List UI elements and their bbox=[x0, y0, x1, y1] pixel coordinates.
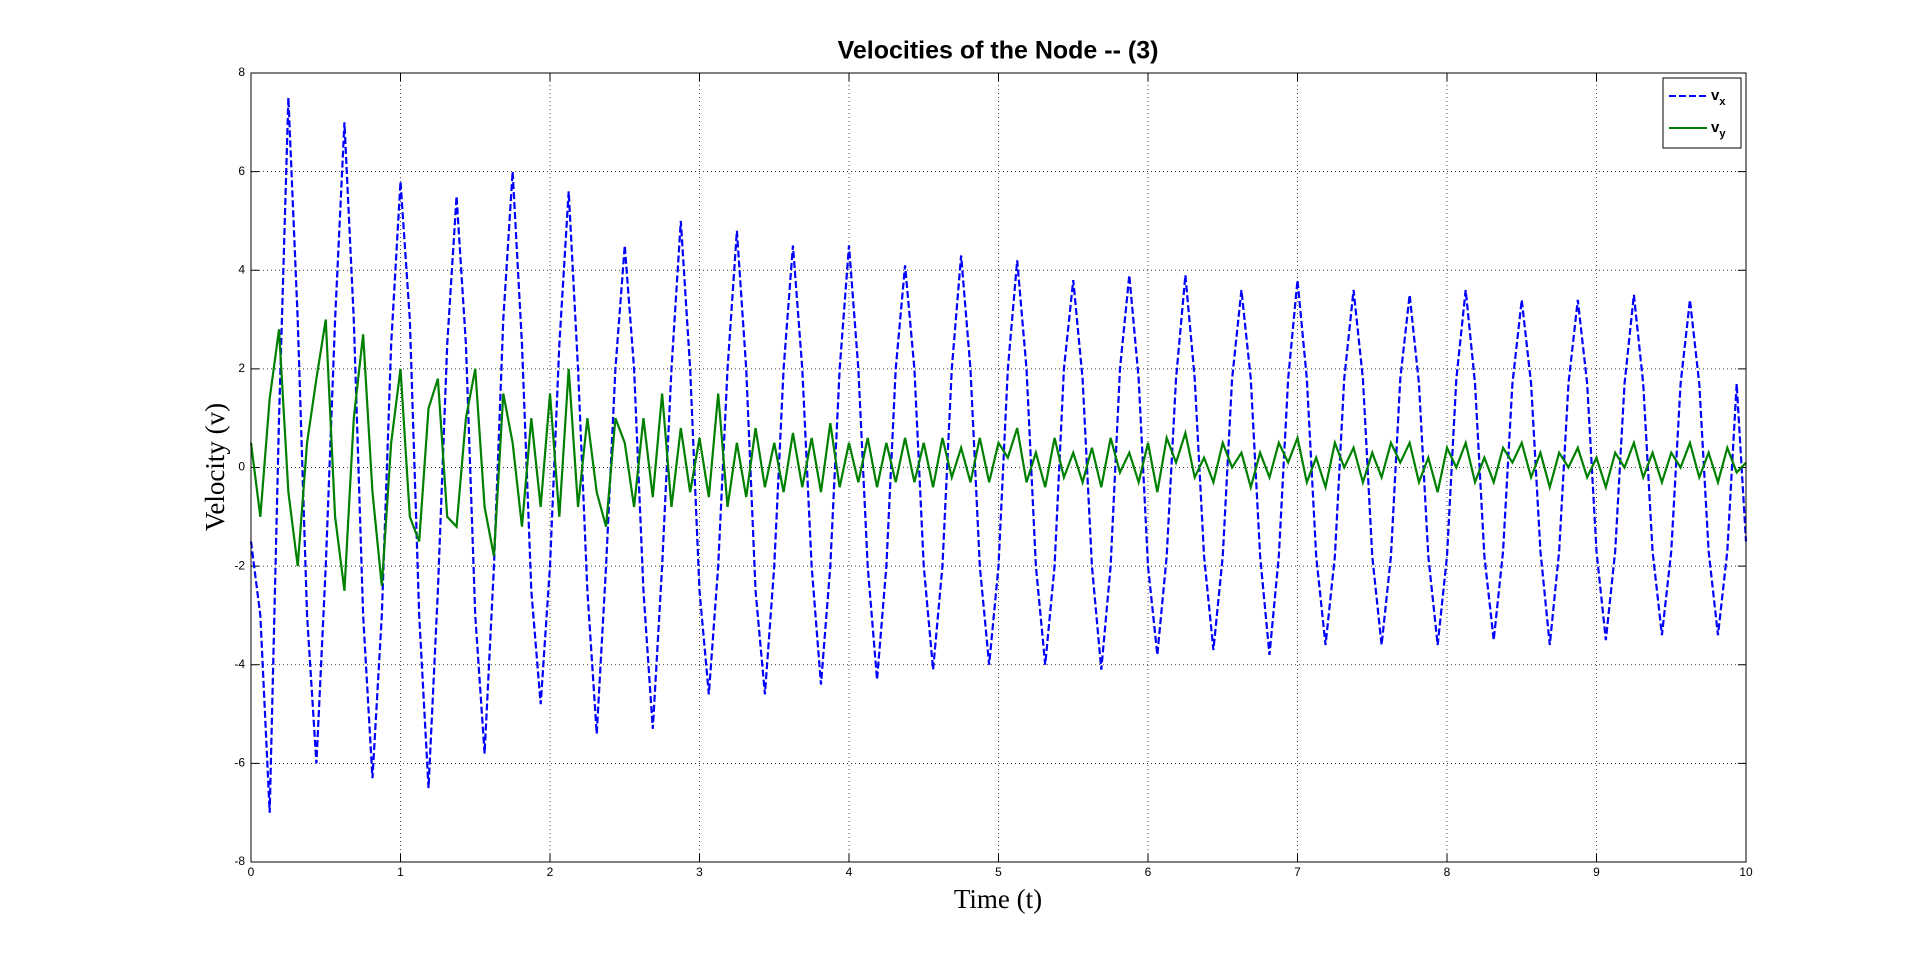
x-tick-label: 6 bbox=[1145, 865, 1152, 879]
plot-frame bbox=[250, 72, 1747, 863]
y-tick-label: -2 bbox=[234, 558, 245, 572]
x-tick-label: 7 bbox=[1294, 865, 1301, 879]
y-tick-label: -8 bbox=[234, 854, 245, 868]
x-tick-label: 8 bbox=[1444, 865, 1451, 879]
x-tick-label: 10 bbox=[1739, 865, 1753, 879]
x-tick-label: 9 bbox=[1593, 865, 1600, 879]
x-tick-label: 2 bbox=[547, 865, 554, 879]
x-tick-label: 1 bbox=[397, 865, 404, 879]
series-line bbox=[249, 319, 1747, 591]
y-axis-label: Velocity (v) bbox=[200, 403, 230, 531]
legend-label: vx bbox=[1711, 87, 1726, 108]
y-tick-label: 6 bbox=[238, 164, 245, 178]
y-tick-label: 4 bbox=[238, 262, 245, 276]
y-tick-label: -6 bbox=[234, 756, 245, 770]
legend-label: vy bbox=[1711, 119, 1726, 140]
y-tick-label: -4 bbox=[234, 657, 245, 671]
x-axis-label: Time (t) bbox=[954, 884, 1042, 914]
y-tick-label: 2 bbox=[238, 361, 245, 375]
y-tick-label: 8 bbox=[238, 65, 245, 79]
x-tick-label: 5 bbox=[995, 865, 1002, 879]
chart-title: Velocities of the Node -- (3) bbox=[838, 37, 1159, 65]
y-tick-label: 0 bbox=[238, 460, 245, 474]
series-line bbox=[249, 97, 1748, 813]
x-tick-label: 0 bbox=[248, 865, 255, 879]
x-tick-label: 3 bbox=[696, 865, 703, 879]
x-tick-label: 4 bbox=[846, 865, 853, 879]
legend-box bbox=[1662, 77, 1742, 149]
